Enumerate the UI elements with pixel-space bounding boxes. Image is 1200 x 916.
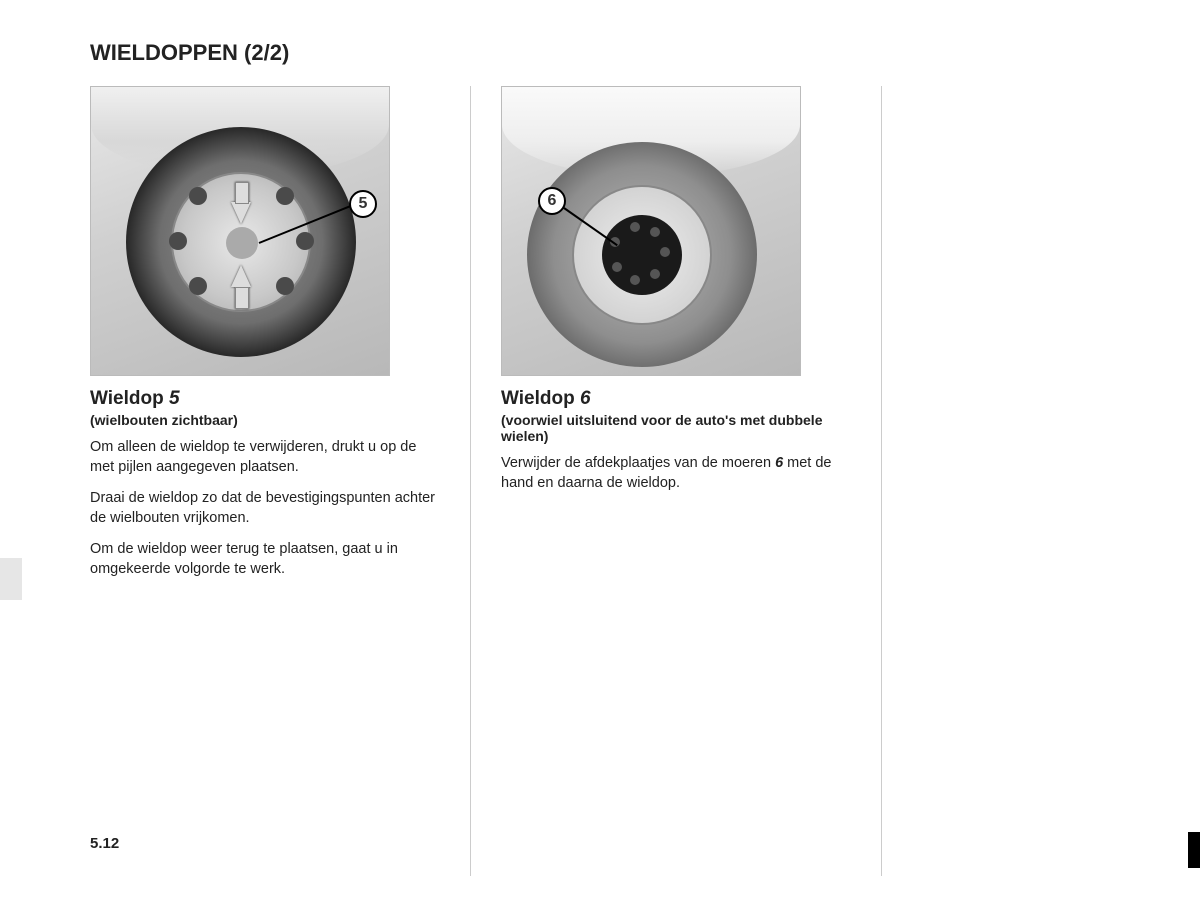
arrow-up-icon: [231, 265, 251, 287]
arrow-down-icon: [231, 202, 251, 224]
page-number: 5.12: [90, 835, 119, 852]
edge-marker: [1188, 832, 1200, 868]
callout-5: 5: [349, 190, 377, 218]
content-columns: 505b 5 Wieldop 5: [90, 86, 1140, 876]
section-heading-6: Wieldop 6: [501, 388, 851, 410]
column-1: 505b 5 Wieldop 5: [90, 86, 440, 876]
callout-6: 6: [538, 187, 566, 215]
figure-wieldop-6: 31129 6: [501, 86, 801, 376]
paragraph: Draai de wieldop zo dat de bevestigingsp…: [90, 489, 440, 528]
paragraph: Om de wieldop weer terug te plaatsen, ga…: [90, 540, 440, 579]
page-content: WIELDOPPEN (2/2) 505b 5: [0, 0, 1200, 916]
section-subheading-5: (wielbouten zichtbaar): [90, 412, 440, 428]
column-divider: [881, 86, 882, 876]
column-2: 31129 6 Wieldop 6 (v: [501, 86, 851, 876]
paragraph: Om alleen de wieldop te verwijderen, dru…: [90, 438, 440, 477]
figure-wieldop-5: 505b 5: [90, 86, 390, 376]
title-sub: (2/2): [244, 40, 289, 65]
page-title: WIELDOPPEN (2/2): [90, 40, 1140, 66]
paragraph: Verwijder de afdekplaatjes van de moeren…: [501, 454, 851, 493]
section-subheading-6: (voorwiel uitsluitend voor de auto's met…: [501, 412, 851, 444]
section-tab: [0, 558, 22, 600]
section-heading-5: Wieldop 5: [90, 388, 440, 410]
column-divider: [470, 86, 471, 876]
title-main: WIELDOPPEN: [90, 40, 238, 65]
